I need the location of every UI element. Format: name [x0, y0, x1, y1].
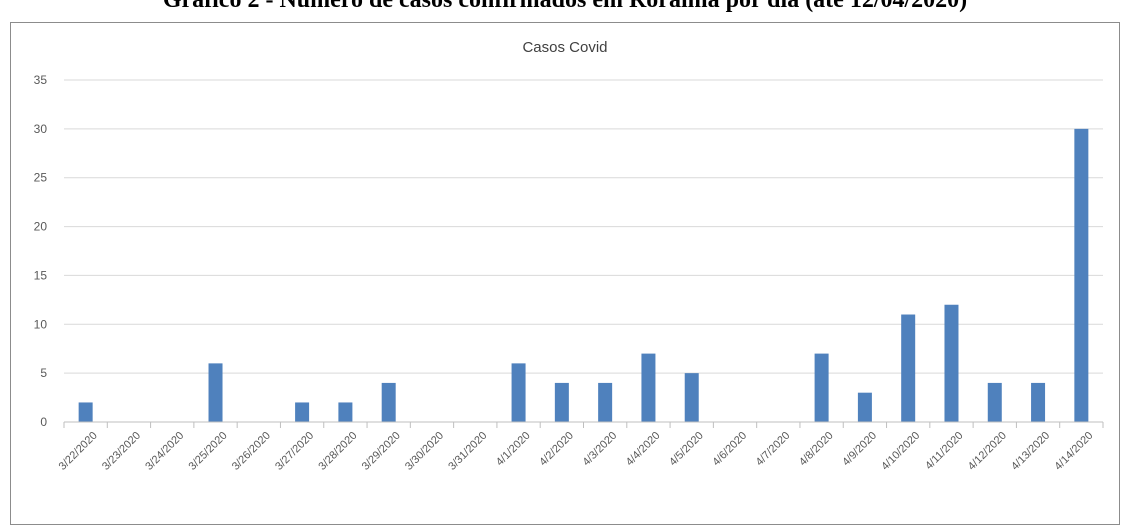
chart-title: Casos Covid: [522, 39, 607, 56]
gridlines: [64, 79, 1103, 374]
x-tick-label: 3/29/2020: [360, 430, 403, 473]
x-tick-label: 4/4/2020: [624, 430, 663, 469]
x-tick-label: 3/25/2020: [187, 430, 230, 473]
bar: [554, 382, 569, 422]
bar: [1074, 128, 1089, 422]
bar: [598, 382, 613, 422]
x-tick-label: 4/13/2020: [1009, 430, 1052, 473]
x-tick-label: 4/8/2020: [797, 430, 836, 469]
x-tick-label: 3/22/2020: [57, 430, 100, 473]
x-axis-ticks: 3/22/2020 3/23/2020 3/24/2020 3/25/2020 3/26…: [57, 430, 1096, 473]
y-tick-label: 30: [34, 122, 48, 136]
x-tick-label: 3/27/2020: [273, 430, 316, 473]
x-tick-label: 3/30/2020: [403, 430, 446, 473]
bar: [338, 402, 353, 422]
bar: [381, 382, 396, 422]
x-tick-label: 3/28/2020: [316, 430, 359, 473]
bar: [987, 382, 1002, 422]
x-tick-label: 4/3/2020: [580, 430, 619, 469]
bar: [1031, 382, 1046, 422]
bar: [641, 353, 656, 422]
x-tick-label: 4/12/2020: [966, 430, 1009, 473]
y-tick-label: 0: [40, 415, 47, 429]
bar: [78, 402, 93, 422]
x-tick-label: 4/10/2020: [879, 430, 922, 473]
bar: [857, 392, 872, 422]
x-tick-label: 4/5/2020: [667, 430, 706, 469]
x-axis: [63, 421, 1104, 428]
x-tick-label: 3/26/2020: [230, 430, 273, 473]
x-tick-label: 4/7/2020: [754, 430, 793, 469]
y-tick-label: 35: [34, 73, 48, 87]
bar: [944, 304, 959, 422]
bar: [814, 353, 829, 422]
document-caption: Gráfico 2 - Número de casos confirmados …: [162, 0, 968, 13]
bar: [208, 363, 223, 422]
chart-frame: Casos Covid 0 5 10 15 20 25 30 35 3/22/2020 3/23…: [10, 22, 1120, 525]
y-tick-label: 15: [34, 268, 48, 282]
y-tick-label: 10: [34, 317, 48, 331]
bar: [684, 373, 699, 422]
x-tick-label: 3/23/2020: [100, 430, 143, 473]
x-tick-label: 4/11/2020: [923, 430, 966, 473]
bar: [901, 314, 916, 422]
bars: [78, 128, 1089, 422]
y-tick-label: 25: [34, 171, 48, 185]
bar: [295, 402, 310, 422]
x-tick-label: 4/2/2020: [537, 430, 576, 469]
x-tick-label: 4/6/2020: [710, 430, 749, 469]
bar: [511, 363, 526, 422]
x-tick-label: 3/31/2020: [446, 430, 489, 473]
x-tick-label: 3/24/2020: [143, 430, 186, 473]
x-tick-label: 4/14/2020: [1052, 430, 1095, 473]
x-tick-label: 4/1/2020: [494, 430, 533, 469]
y-axis-ticks: 0 5 10 15 20 25 30 35: [34, 73, 48, 429]
bar-chart: Casos Covid 0 5 10 15 20 25 30 35 3/22/2020 3/23…: [34, 39, 1104, 473]
y-tick-label: 20: [34, 220, 48, 234]
x-tick-label: 4/9/2020: [840, 430, 879, 469]
y-tick-label: 5: [40, 366, 47, 380]
